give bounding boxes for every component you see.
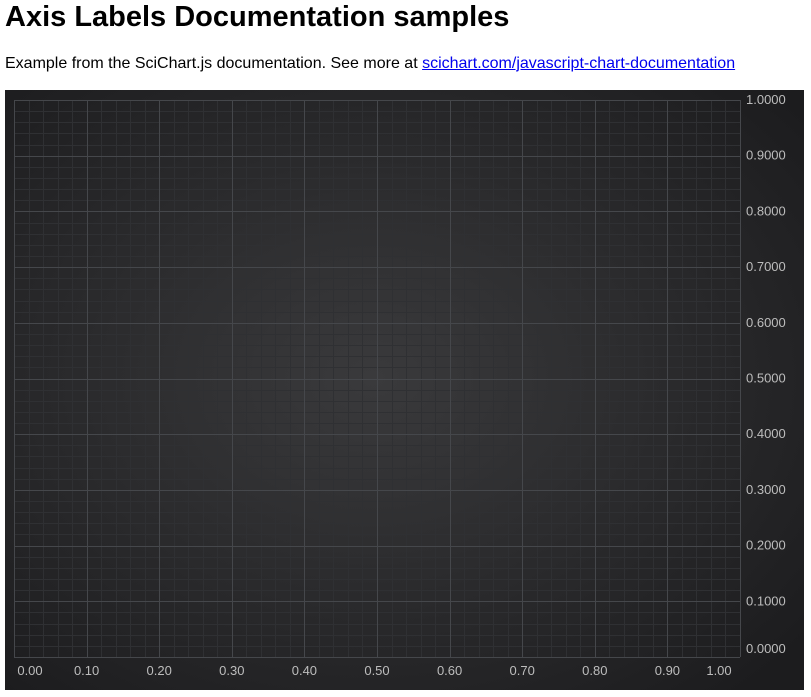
documentation-link[interactable]: scichart.com/javascript-chart-documentat… xyxy=(422,55,736,72)
y-tick-label: 0.5000 xyxy=(746,371,786,386)
x-tick-label: 0.70 xyxy=(510,663,535,678)
x-tick-label: 0.80 xyxy=(582,663,607,678)
x-tick-label: 0.40 xyxy=(292,663,317,678)
y-tick-label: 0.9000 xyxy=(746,148,786,163)
chart-surface[interactable]: 0.00 0.10 0.20 0.30 0.40 0.50 0.60 0.70 0.80 0.90… xyxy=(5,90,804,690)
y-axis[interactable]: 0.0000 0.1000 0.2000 0.3000 0.4000 0.5000 0.60… xyxy=(746,92,786,656)
y-tick-label: 0.1000 xyxy=(746,593,786,608)
y-tick-label: 0.3000 xyxy=(746,482,786,497)
x-tick-label: 0.00 xyxy=(17,663,42,678)
x-axis[interactable]: 0.00 0.10 0.20 0.30 0.40 0.50 0.60 0.70 0.80 0.90… xyxy=(17,663,731,678)
page-title: Axis Labels Documentation samples xyxy=(5,1,510,33)
intro-paragraph: Example from the SciChart.js documentati… xyxy=(5,55,735,73)
x-tick-label: 0.60 xyxy=(437,663,462,678)
x-tick-label: 1.00 xyxy=(706,663,731,678)
major-gridlines xyxy=(14,100,741,658)
y-tick-label: 0.6000 xyxy=(746,315,786,330)
x-tick-label: 0.10 xyxy=(74,663,99,678)
y-tick-label: 0.0000 xyxy=(746,641,786,656)
x-tick-label: 0.90 xyxy=(655,663,680,678)
y-tick-label: 1.0000 xyxy=(746,92,786,107)
x-tick-label: 0.20 xyxy=(147,663,172,678)
y-tick-label: 0.2000 xyxy=(746,538,786,553)
chart-container[interactable]: 0.00 0.10 0.20 0.30 0.40 0.50 0.60 0.70 0.80 0.90… xyxy=(5,90,804,690)
y-tick-label: 0.8000 xyxy=(746,203,786,218)
x-tick-label: 0.50 xyxy=(364,663,389,678)
y-tick-label: 0.7000 xyxy=(746,259,786,274)
y-tick-label: 0.4000 xyxy=(746,426,786,441)
x-tick-label: 0.30 xyxy=(219,663,244,678)
intro-text: Example from the SciChart.js documentati… xyxy=(5,55,423,72)
